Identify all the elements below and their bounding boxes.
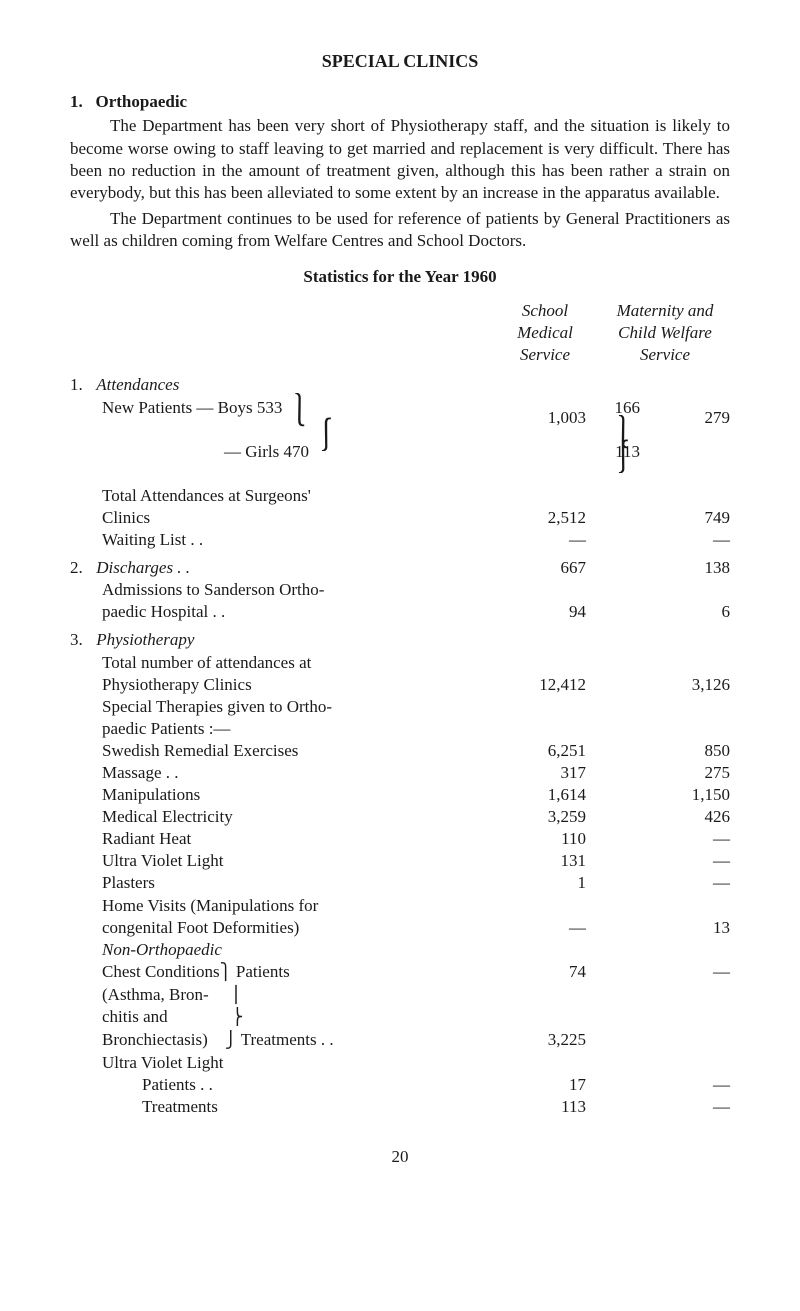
uvl-label: Ultra Violet Light bbox=[70, 850, 496, 872]
col1-line1: School bbox=[490, 300, 600, 322]
radiant-v1: 110 bbox=[496, 828, 596, 850]
stats-heading: Statistics for the Year 1960 bbox=[70, 266, 730, 288]
s2-title: Discharges . . bbox=[96, 558, 190, 577]
admissions-v2: 6 bbox=[640, 601, 730, 623]
uvl2-treat-v2: — bbox=[640, 1096, 730, 1118]
np-total: 1,003 bbox=[496, 407, 596, 429]
plasters-v1: 1 bbox=[496, 872, 596, 894]
col1-line2: Medical bbox=[490, 322, 600, 344]
home-v2: 13 bbox=[640, 917, 730, 939]
chest-l3: chitis and bbox=[102, 1007, 168, 1026]
chest-patients-v2: — bbox=[640, 961, 730, 983]
total-l1: Total number of attendances at bbox=[70, 652, 496, 674]
plasters-v2: — bbox=[640, 872, 730, 894]
col2-line3: Service bbox=[600, 344, 730, 366]
chest-patients-v1: 74 bbox=[496, 961, 596, 983]
total-l2: Physiotherapy Clinics bbox=[70, 674, 496, 696]
chest-treat: Treatments . . bbox=[241, 1030, 334, 1049]
page-number: 20 bbox=[70, 1146, 730, 1168]
medelec-v2: 426 bbox=[640, 806, 730, 828]
home-v1: — bbox=[496, 917, 596, 939]
swedish-v1: 6,251 bbox=[496, 740, 596, 762]
uvl2-label: Ultra Violet Light bbox=[70, 1052, 496, 1074]
orthopaedic-section: 1. Orthopaedic The Department has been v… bbox=[70, 91, 730, 252]
total-attendances-l1: Total Attendances at Surgeons' bbox=[70, 485, 496, 507]
paragraph-2: The Department continues to be used for … bbox=[70, 208, 730, 252]
s2-num: 2. bbox=[70, 557, 92, 579]
section-number: 1. bbox=[70, 92, 83, 111]
admissions-l1: Admissions to Sanderson Ortho- bbox=[70, 579, 496, 601]
special-l2: paedic Patients :— bbox=[70, 718, 496, 740]
massage-label: Massage . . bbox=[70, 762, 496, 784]
physiotherapy-section: 3. Physiotherapy Total number of attenda… bbox=[70, 629, 730, 1118]
special-l1: Special Therapies given to Ortho- bbox=[70, 696, 496, 718]
uvl2-pat-label: Patients . . bbox=[70, 1074, 496, 1096]
massage-v1: 317 bbox=[496, 762, 596, 784]
s3-title: Physiotherapy bbox=[96, 630, 194, 649]
np-279: 279 bbox=[640, 407, 730, 429]
clinics-label: Clinics bbox=[70, 507, 496, 529]
discharges-v1: 667 bbox=[496, 557, 596, 579]
np-166: 166 bbox=[615, 398, 641, 417]
s1-num: 1. bbox=[70, 374, 92, 396]
radiant-v2: — bbox=[640, 828, 730, 850]
chest-l1: Chest Conditions bbox=[102, 962, 220, 981]
manip-v1: 1,614 bbox=[496, 784, 596, 806]
col2-line2: Child Welfare bbox=[600, 322, 730, 344]
manip-label: Manipulations bbox=[70, 784, 496, 806]
col1-line3: Service bbox=[490, 344, 600, 366]
discharges-v2: 138 bbox=[640, 557, 730, 579]
nonortho-label: Non-Orthopaedic bbox=[70, 939, 496, 961]
waiting-v1: — bbox=[496, 529, 596, 551]
col2-line1: Maternity and bbox=[600, 300, 730, 322]
chest-treat-v1: 3,225 bbox=[496, 1029, 596, 1051]
radiant-label: Radiant Heat bbox=[70, 828, 496, 850]
plasters-label: Plasters bbox=[70, 872, 496, 894]
column-headers: School Medical Service Maternity and Chi… bbox=[70, 300, 730, 366]
medelec-v1: 3,259 bbox=[496, 806, 596, 828]
medelec-label: Medical Electricity bbox=[70, 806, 496, 828]
section-heading: Orthopaedic bbox=[96, 92, 188, 111]
new-patients-girls: — Girls 470 bbox=[224, 442, 309, 461]
waiting-label: Waiting List . . bbox=[70, 529, 496, 551]
discharges-section: 2. Discharges . . 667 138 Admissions to … bbox=[70, 557, 730, 623]
uvl-v1: 131 bbox=[496, 850, 596, 872]
swedish-v2: 850 bbox=[640, 740, 730, 762]
chest-l4: Bronchiectasis) bbox=[102, 1030, 208, 1049]
uvl2-treat-v1: 113 bbox=[496, 1096, 596, 1118]
massage-v2: 275 bbox=[640, 762, 730, 784]
home-l1: Home Visits (Manipulations for bbox=[70, 895, 496, 917]
uvl2-treat-label: Treatments bbox=[70, 1096, 496, 1118]
chest-patients: Patients bbox=[236, 962, 290, 981]
waiting-v2: — bbox=[640, 529, 730, 551]
page-title: SPECIAL CLINICS bbox=[70, 50, 730, 73]
uvl2-pat-v1: 17 bbox=[496, 1074, 596, 1096]
uvl2-pat-v2: — bbox=[640, 1074, 730, 1096]
chest-block: Chest Conditions⎫ Patients 74 — (Asthma,… bbox=[70, 961, 730, 1052]
chest-l2: (Asthma, Bron- bbox=[102, 985, 209, 1004]
total-v2: 3,126 bbox=[640, 674, 730, 696]
new-patients-boys: New Patients — Boys 533 bbox=[102, 398, 282, 417]
swedish-label: Swedish Remedial Exercises bbox=[70, 740, 496, 762]
s1-title: Attendances bbox=[96, 375, 179, 394]
s3-num: 3. bbox=[70, 629, 92, 651]
clinics-v1: 2,512 bbox=[496, 507, 596, 529]
paragraph-1: The Department has been very short of Ph… bbox=[70, 115, 730, 203]
admissions-v1: 94 bbox=[496, 601, 596, 623]
total-v1: 12,412 bbox=[496, 674, 596, 696]
attendances-section: 1. Attendances New Patients — Boys 533⎱ … bbox=[70, 374, 730, 551]
clinics-v2: 749 bbox=[640, 507, 730, 529]
manip-v2: 1,150 bbox=[640, 784, 730, 806]
admissions-l2: paedic Hospital . . bbox=[70, 601, 496, 623]
home-l2: congenital Foot Deformities) bbox=[70, 917, 496, 939]
uvl-v2: — bbox=[640, 850, 730, 872]
